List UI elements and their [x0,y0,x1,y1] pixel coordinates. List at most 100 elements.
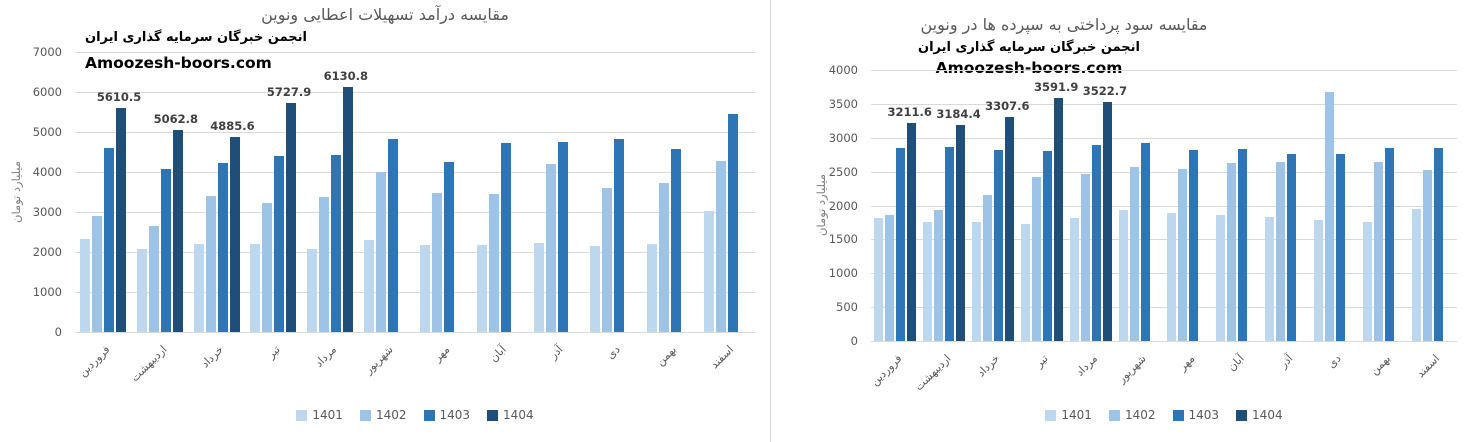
bar-1401 [1118,210,1128,341]
bar-1403 [945,146,955,341]
bar-1402 [1080,174,1090,341]
bar-group [1213,70,1262,341]
bar-1403 [896,147,906,341]
bar-group [528,52,585,332]
x-tick-label: اسفند [1413,352,1442,381]
legend: 1401 1402 1403 1404 [871,408,1457,422]
x-tick-label: شهریور [362,343,396,377]
bar-1403 [1384,148,1394,341]
y-tick-label: 500 [836,300,858,315]
bar-1404 [1053,97,1063,341]
bar-group: 3184.4 [920,70,981,341]
x-tick-label: خرداد [974,352,1003,380]
bar-group: 5610.5 [75,52,141,332]
gridline [871,341,1457,342]
gridline [871,171,1457,173]
x-tick-label: شهریور [1115,352,1149,386]
gridline [75,52,755,53]
bar-1404 [286,102,297,332]
legend-swatch [1172,409,1184,421]
legend-swatch [1236,409,1248,421]
bar-1401 [137,248,147,332]
bar-1403 [1042,151,1052,341]
bar-group: 3591.9 [1017,70,1078,341]
bar-1404 [907,123,917,341]
legend-item-1403: 1403 [423,408,470,422]
legend-item-1402: 1402 [1108,408,1156,422]
y-tick-label: 3000 [32,205,62,219]
bar-1402 [659,182,670,332]
x-tick-label: بهمن [1367,352,1393,378]
bar-group [1164,70,1213,341]
y-tick-label: 2000 [32,245,62,259]
gridline [871,239,1457,241]
bar-1403 [501,143,512,332]
legend-item-1402: 1402 [359,408,407,422]
bar-1404 [229,136,240,332]
bar-group: 4885.6 [188,52,255,332]
bar-group: 6130.8 [302,52,368,332]
gridline [871,205,1457,207]
x-tick-label: مهر [431,343,453,365]
bar-1402 [983,195,993,341]
legend-label: 1402 [375,408,407,422]
bar-data-label: 3591.9 [1033,79,1079,94]
bar-1401 [1313,220,1323,341]
y-tick-label: 4000 [828,63,858,77]
bar-group [1359,70,1408,341]
legend-swatch [296,409,308,421]
bar-1401 [923,221,933,341]
y-tick-label: 2000 [828,198,858,213]
chart-title: مقایسه درآمد تسهیلات اعطایی ونوین [261,5,509,24]
bar-1402 [1276,161,1286,341]
bar-1402 [602,188,613,332]
bar-1401 [703,211,714,332]
x-axis-labels: فروردین اردیبهشت خرداد تیر مرداد شهریور مهر آبا… [868,343,1457,399]
bar-data-label: 5727.9 [266,84,312,99]
bar-group [1408,70,1457,341]
bar-1401 [80,239,91,332]
bar-1401 [590,245,601,332]
bar-data-label: 5062.8 [153,111,198,126]
chart-title: مقایسه سود پرداختی به سپرده ها در ونوین [920,15,1208,34]
bar-1404 [343,86,354,332]
bar-1404 [173,129,183,332]
gridline [871,103,1457,105]
gridline [871,273,1457,275]
bar-group [415,52,472,332]
bar-data-label: 4885.6 [210,118,255,133]
bar-group: 3522.7 [1066,70,1127,341]
x-tick-label: تیر [1033,352,1052,370]
bar-1403 [444,161,455,332]
bar-group [698,52,755,332]
bar-group [358,52,415,332]
bar-1402 [319,197,330,332]
bar-1401 [647,244,658,332]
x-tick-label: بهمن [653,343,680,369]
bar-1403 [1287,154,1297,341]
y-tick-label: 0 [54,325,62,339]
y-tick-label: 1000 [32,285,62,299]
x-tick-label: آبان [487,343,510,365]
y-tick-label: 2500 [828,164,858,179]
bar-group: 5062.8 [132,52,198,332]
bar-1403 [557,142,568,332]
bar-1401 [1167,212,1177,341]
watermark-text: Amoozesh-boors.com [85,54,272,72]
bar-1402 [1324,92,1334,341]
bar-data-label: 3211.6 [887,105,932,120]
gridline [75,132,755,133]
x-tick-label: تیر [264,343,283,361]
bar-1403 [387,138,398,332]
bar-data-label: 6130.8 [323,68,368,83]
chart-subtitle: انجمن خبرگان سرمایه گذاری ایران [85,30,307,45]
bar-1403 [1238,148,1248,341]
gridline [75,92,755,93]
x-tick-label: آذر [1276,352,1296,371]
bar-1401 [250,244,261,332]
bar-1402 [375,172,386,332]
bar-1402 [149,226,159,332]
bar-group: 3307.6 [969,70,1030,341]
bar-1402 [715,160,726,332]
